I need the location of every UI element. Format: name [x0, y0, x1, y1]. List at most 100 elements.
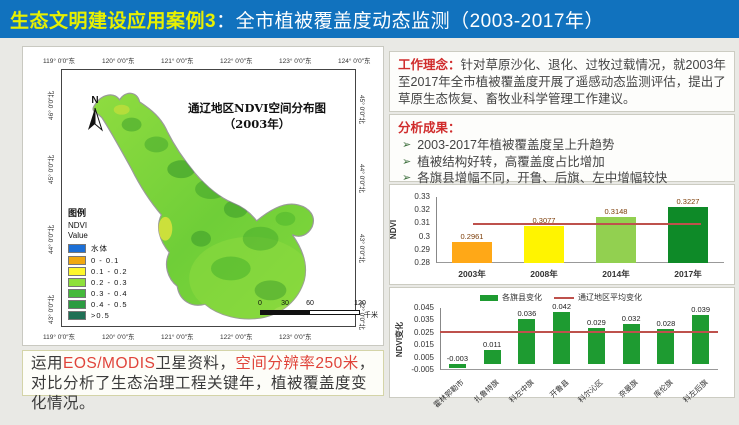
geo-tick-label: 121° 0′0″东 [161, 334, 194, 341]
result-bullet: ➢ 2003-2017年植被覆盖度呈上升趋势 [398, 137, 726, 154]
geo-tick-label: 120° 0′0″东 [102, 58, 135, 65]
chart-bar-value: 0.039 [691, 305, 711, 315]
bullet-text: 植被结构好转，高覆盖度占比增加 [417, 154, 605, 169]
map-legend-item: >0.5 [68, 311, 128, 320]
geo-tick-label: 43° 0′0″北 [358, 234, 365, 263]
map-title-line1: 通辽地区NDVI空间分布图 [187, 101, 327, 115]
chart-y-tick: 0.005 [413, 352, 434, 362]
scale-bar-tick: 30 [281, 300, 289, 307]
chart-y-tick: -0.005 [411, 365, 434, 374]
arrow-bullet-icon: ➢ [402, 155, 412, 168]
chart-bar [452, 241, 492, 263]
geo-tick-label: 43° 0′0″北 [48, 294, 55, 324]
page-title: ：全市植被覆盖度动态监测（2003-2017年） [216, 10, 604, 32]
chart-plot-area [436, 197, 724, 263]
geo-tick-label: 44° 0′0″北 [48, 225, 55, 255]
chart-y-tick: 0.28 [414, 258, 430, 267]
chart-average-line [440, 330, 718, 333]
map-legend-swatch [68, 244, 86, 253]
note-highlight: 空间分辨率250米 [235, 355, 359, 372]
map-legend: 图例 NDVI Value 水体 0 - 0.1 0.1 - 0.2 0.2 - 0.… [68, 206, 128, 320]
chart-x-label: 2008年 [530, 269, 558, 279]
map-legend-label: 0.3 - 0.4 [91, 289, 128, 298]
map-legend-swatch [68, 311, 86, 320]
map-legend-item: 水体 [68, 243, 128, 254]
scale-bar-tick: 120 [354, 300, 366, 307]
map-legend-subtitle: Value [68, 231, 88, 240]
chart-bar-value: 0.3077 [532, 216, 556, 226]
work-box: 工作理念：针对草原沙化、退化、过牧过载情况，就2003年至2017年全市植被覆盖… [389, 51, 735, 112]
map-legend-label: 0 - 0.1 [91, 256, 120, 265]
map-legend-item: 0.1 - 0.2 [68, 267, 128, 276]
geo-tick-label: 121° 0′0″东 [161, 58, 194, 65]
arrow-bullet-icon: ➢ [402, 172, 412, 184]
north-arrow-icon: N [82, 96, 108, 137]
map-title-line2: （2003年） [223, 117, 291, 131]
chart-bar-value: 0.3148 [604, 207, 628, 217]
chart-bar [524, 226, 564, 263]
chart-y-tick: 0.045 [413, 303, 434, 312]
legend-label: 各旗县变化 [502, 293, 542, 302]
slide: 生态文明建设应用案例3 ：全市植被覆盖度动态监测（2003-2017年） [0, 0, 739, 412]
title-bar: 生态文明建设应用案例3 ：全市植被覆盖度动态监测（2003-2017年） [0, 0, 739, 38]
geo-tick-label: 123° 0′0″东 [279, 58, 312, 65]
geo-tick-label: 123° 0′0″东 [279, 334, 312, 341]
chart-bar [587, 327, 605, 364]
chart-y-tick: 0.29 [414, 244, 430, 254]
chart-bar-value: 0.2961 [460, 231, 484, 241]
scale-bar-unit: 千米 [364, 312, 378, 319]
geo-tick-label: 124° 0′0″东 [338, 58, 371, 65]
chart-y-tick: 0.035 [413, 315, 434, 325]
map-legend-swatch [68, 267, 86, 276]
chart-bar [553, 311, 571, 364]
geo-tick-label: 45° 0′0″北 [48, 155, 55, 185]
map-legend-item: 0.3 - 0.4 [68, 289, 128, 298]
title-highlight: 生态文明建设应用案例3 [10, 10, 217, 32]
chart-bar-value: 0.036 [517, 309, 537, 319]
chart-bar [518, 319, 536, 364]
north-arrow-glyph [88, 107, 104, 132]
chart-bar [448, 363, 466, 368]
map-legend-label: 0.4 - 0.5 [91, 300, 128, 309]
geo-tick-label: 44° 0′0″北 [358, 164, 365, 194]
ndvi-map [92, 92, 314, 320]
chart-bar-value: 0.3227 [676, 196, 700, 206]
ndvi-trend-chart: NDVI 0.28 0.29 0.3 0.31 0.32 0.33 0.2961 2003年 0.… [389, 184, 735, 285]
chart-bar-value: 0.029 [586, 317, 606, 327]
geo-tick-label: 119° 0′0″东 [43, 334, 76, 341]
map-frame: N 通辽地区NDVI空间分布图 （2003年） 图例 NDVI Value 水体… [61, 69, 378, 327]
scale-bar-tick: 60 [306, 300, 314, 307]
note-text: 卫星资料， [155, 355, 236, 372]
chart-y-tick: 0.015 [413, 340, 434, 350]
arrow-bullet-icon: ➢ [402, 139, 412, 151]
chart-bar-value: -0.003 [446, 353, 469, 363]
map-legend-swatch [68, 300, 86, 309]
chart-legend: 各旗县变化 通辽地区平均变化 [480, 292, 642, 303]
note-highlight: EOS/MODIS [63, 355, 156, 372]
results-box-label: 分析成果： [398, 121, 461, 135]
legend-bar-swatch [480, 294, 498, 301]
geo-tick-label: 46° 0′0″北 [48, 91, 55, 120]
chart-y-tick: 0.025 [413, 327, 434, 337]
note-box: 运用EOS/MODIS卫星资料，空间分辨率250米，对比分析了生态治理工程关键年… [22, 350, 384, 412]
chart-bar [657, 329, 675, 364]
map-legend-label: 水体 [91, 244, 108, 253]
chart-y-tick: 0.3 [418, 231, 430, 241]
chart-bar-value: 0.011 [483, 340, 502, 350]
geo-tick-label: 122° 0′0″东 [220, 58, 253, 65]
geo-tick-label: 122° 0′0″东 [220, 334, 253, 341]
map-legend-label: 0.1 - 0.2 [91, 267, 128, 276]
note-text: 运用 [31, 355, 64, 372]
map-legend-item: 0 - 0.1 [68, 256, 128, 265]
chart-bar-value: 0.032 [621, 314, 641, 324]
chart-bar [692, 315, 710, 364]
chart-bar [668, 206, 708, 263]
result-bullet: ➢ 各旗县增幅不同，开鲁、后旗、左中增幅较快 [398, 170, 726, 187]
map-title: 通辽地区NDVI空间分布图 （2003年） [167, 100, 347, 132]
chart-y-tick: 0.32 [414, 205, 430, 215]
chart-y-tick: 0.33 [414, 192, 430, 201]
legend-line-swatch [554, 296, 574, 299]
chart-y-tick: 0.31 [414, 218, 430, 228]
scale-bar-tick: 0 [258, 300, 262, 307]
scale-bar-labels: 0 30 60 120 [258, 300, 366, 309]
